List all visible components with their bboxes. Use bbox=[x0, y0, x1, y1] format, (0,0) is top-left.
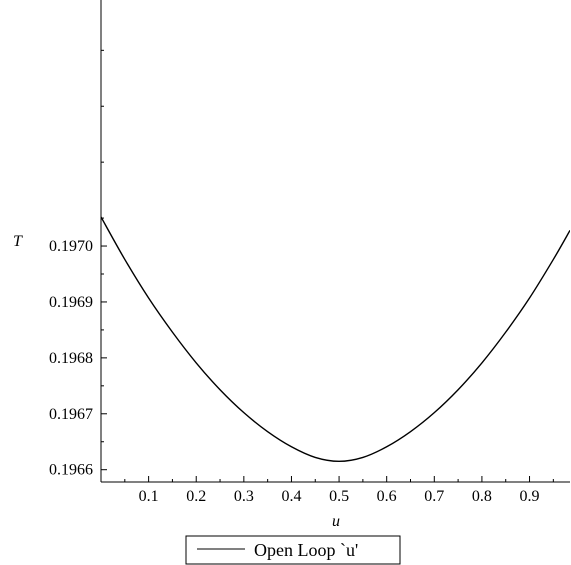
legend: Open Loop `u' bbox=[185, 535, 401, 565]
x-tick-label: 0.9 bbox=[520, 488, 540, 505]
legend-label: Open Loop `u' bbox=[254, 540, 358, 560]
y-axis-title: T bbox=[13, 233, 23, 250]
y-tick-label: 0.1966 bbox=[49, 462, 93, 479]
x-tick-label: 0.2 bbox=[186, 488, 206, 505]
y-tick-label: 0.1969 bbox=[49, 294, 93, 311]
series-line bbox=[101, 216, 570, 463]
x-tick-label: 0.3 bbox=[234, 488, 254, 505]
x-axis-title: u bbox=[332, 513, 340, 530]
x-tick-label: 0.7 bbox=[424, 488, 444, 505]
x-ticks: 0.1 0.2 0.3 0.4 0.5 0.6 0.7 0.8 0.9 bbox=[124, 476, 554, 505]
x-tick-label: 0.4 bbox=[281, 488, 301, 505]
y-tick-label: 0.1968 bbox=[49, 350, 93, 367]
legend-box bbox=[185, 535, 401, 565]
y-tick-label: 0.1967 bbox=[49, 406, 93, 423]
x-tick-label: 0.5 bbox=[329, 488, 349, 505]
series-group bbox=[101, 216, 570, 463]
y-ticks: 0.1966 0.1967 0.1968 0.1969 0.1970 bbox=[49, 49, 107, 479]
x-tick-label: 0.8 bbox=[472, 488, 492, 505]
y-tick-label: 0.1970 bbox=[49, 238, 93, 255]
x-tick-label: 0.6 bbox=[377, 488, 397, 505]
x-tick-label: 0.1 bbox=[139, 488, 159, 505]
